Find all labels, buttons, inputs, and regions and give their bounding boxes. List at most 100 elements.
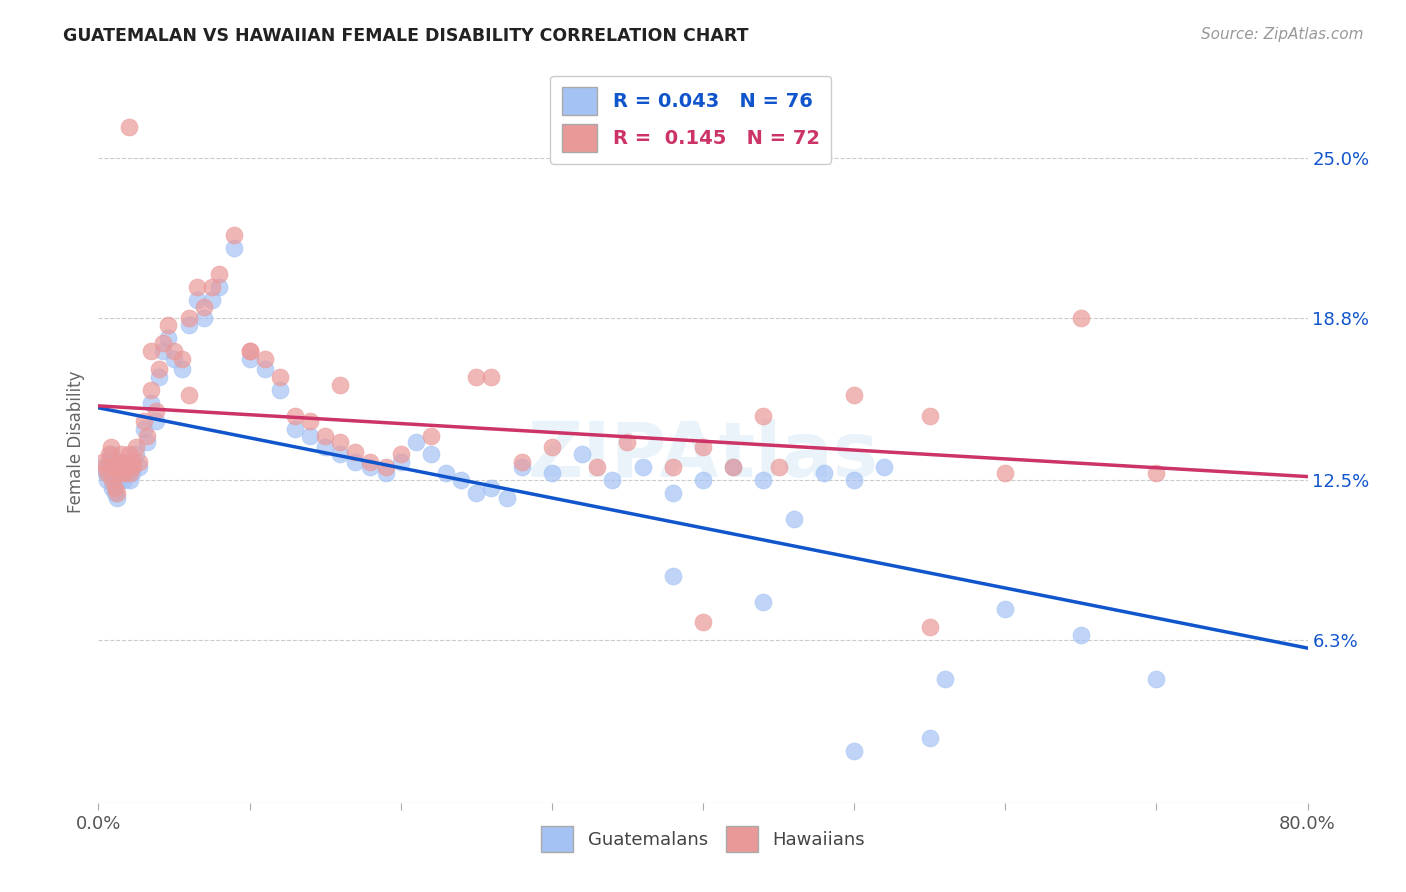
Point — [100, 447, 122, 461]
Point — [465, 370, 488, 384]
Point — [114, 460, 136, 475]
Point — [1070, 628, 1092, 642]
Point — [510, 460, 533, 475]
Point — [314, 429, 336, 443]
Point — [108, 466, 131, 480]
Point — [540, 440, 562, 454]
Point — [1144, 672, 1167, 686]
Point — [96, 473, 118, 487]
Point — [118, 120, 141, 134]
Point — [104, 481, 127, 495]
Point — [111, 466, 134, 480]
Point — [420, 429, 443, 443]
Point — [284, 422, 307, 436]
Point — [98, 455, 121, 469]
Point — [374, 460, 396, 475]
Point — [135, 429, 157, 443]
Point — [91, 460, 114, 475]
Point — [115, 466, 138, 480]
Point — [405, 434, 427, 449]
Point — [465, 486, 488, 500]
Point — [141, 344, 163, 359]
Point — [107, 455, 129, 469]
Point — [145, 414, 167, 428]
Point — [918, 409, 941, 423]
Point — [495, 491, 517, 506]
Point — [692, 615, 714, 630]
Point — [201, 293, 224, 307]
Point — [105, 486, 128, 500]
Point — [100, 440, 122, 454]
Point — [253, 351, 276, 366]
Text: GUATEMALAN VS HAWAIIAN FEMALE DISABILITY CORRELATION CHART: GUATEMALAN VS HAWAIIAN FEMALE DISABILITY… — [63, 27, 749, 45]
Point — [103, 460, 125, 475]
Point — [179, 318, 201, 333]
Point — [112, 473, 135, 487]
Point — [193, 301, 215, 315]
Point — [224, 241, 246, 255]
Point — [201, 279, 224, 293]
Point — [152, 336, 174, 351]
Text: ZIPAtlas: ZIPAtlas — [527, 419, 879, 493]
Point — [128, 460, 150, 475]
Point — [103, 466, 125, 480]
Point — [450, 473, 472, 487]
Point — [145, 403, 167, 417]
Point — [661, 460, 683, 475]
Point — [269, 383, 291, 397]
Point — [844, 388, 866, 402]
Point — [783, 512, 806, 526]
Point — [571, 447, 593, 461]
Point — [481, 370, 503, 384]
Point — [344, 445, 367, 459]
Point — [121, 466, 143, 480]
Point — [586, 460, 609, 475]
Point — [768, 460, 790, 475]
Point — [125, 447, 148, 461]
Point — [723, 460, 745, 475]
Point — [179, 388, 201, 402]
Point — [284, 409, 307, 423]
Point — [98, 447, 121, 461]
Point — [994, 466, 1017, 480]
Point — [96, 466, 118, 480]
Point — [112, 466, 135, 480]
Point — [125, 440, 148, 454]
Point — [239, 344, 262, 359]
Point — [208, 279, 231, 293]
Point — [115, 460, 138, 475]
Point — [329, 434, 352, 449]
Point — [121, 460, 143, 475]
Point — [692, 473, 714, 487]
Point — [91, 455, 114, 469]
Point — [224, 228, 246, 243]
Point — [110, 447, 132, 461]
Point — [389, 455, 412, 469]
Point — [389, 447, 412, 461]
Point — [141, 396, 163, 410]
Text: Source: ZipAtlas.com: Source: ZipAtlas.com — [1201, 27, 1364, 42]
Point — [208, 267, 231, 281]
Point — [111, 460, 134, 475]
Point — [132, 422, 155, 436]
Point — [344, 455, 367, 469]
Legend: Guatemalans, Hawaiians: Guatemalans, Hawaiians — [533, 819, 873, 859]
Point — [170, 351, 193, 366]
Point — [692, 440, 714, 454]
Point — [104, 486, 127, 500]
Y-axis label: Female Disability: Female Disability — [66, 370, 84, 513]
Point — [110, 455, 132, 469]
Point — [122, 455, 145, 469]
Point — [101, 481, 124, 495]
Point — [661, 486, 683, 500]
Point — [1144, 466, 1167, 480]
Point — [253, 362, 276, 376]
Point — [299, 414, 322, 428]
Point — [602, 473, 624, 487]
Point — [844, 744, 866, 758]
Point — [420, 447, 443, 461]
Point — [105, 491, 128, 506]
Point — [163, 351, 186, 366]
Point — [752, 409, 775, 423]
Point — [193, 310, 215, 325]
